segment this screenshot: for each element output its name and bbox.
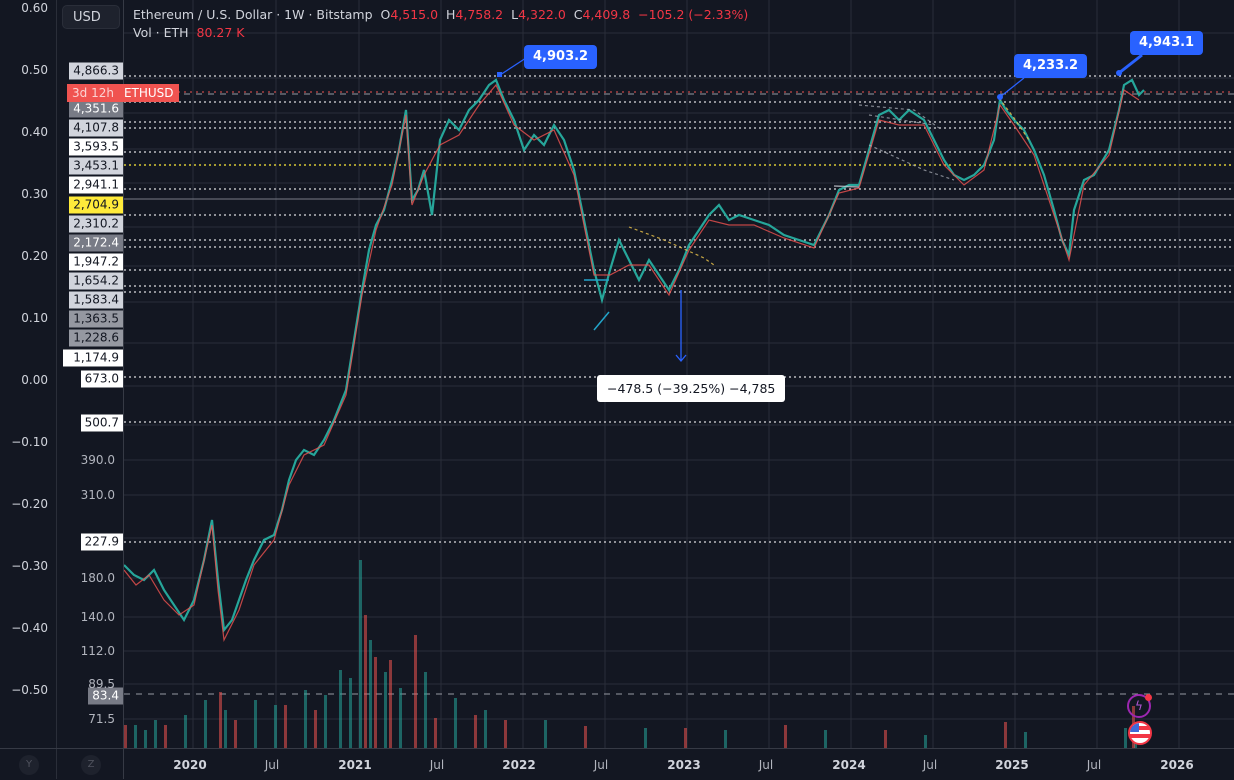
volume-label[interactable]: Vol · ETH	[133, 25, 189, 40]
level-label: 3,593.5	[69, 138, 123, 156]
time-label: 2020	[173, 758, 207, 772]
candlestick-chart	[123, 0, 1234, 748]
price-tick: 180.0	[80, 571, 115, 585]
ohlc-open: 4,515.0	[390, 7, 439, 22]
level-label: 673.0	[80, 370, 123, 388]
ohlc-low-label: L	[511, 7, 519, 22]
price-tick: 89.5	[88, 677, 115, 691]
time-axis[interactable]: 2020 Jul 2021 Jul 2022 Jul 2023 Jul 2024…	[124, 748, 1234, 780]
level-label: 1,654.2	[69, 272, 123, 290]
price-tick: 112.0	[80, 644, 115, 658]
notification-dot-icon	[1145, 694, 1152, 701]
level-label: 1,228.6	[69, 329, 123, 347]
callout-label[interactable]: 4,233.2	[1014, 54, 1088, 78]
price-axis[interactable]: 4,866.3 4,351.6 4,107.8 3,593.5 3,453.1 …	[57, 0, 123, 748]
time-label: 2021	[338, 758, 372, 772]
time-label: 2024	[832, 758, 866, 772]
axis-divider	[56, 0, 57, 779]
ohlc-change: −105.2 (−2.33%)	[638, 7, 749, 22]
pct-label: −0.10	[11, 435, 48, 449]
level-label: 4,866.3	[69, 62, 123, 80]
legend-symbol-row: Ethereum / U.S. Dollar · 1W · Bitstamp O…	[133, 6, 748, 24]
legend-volume-row: Vol · ETH 80.27 K	[133, 24, 748, 42]
ohlc-close-label: C	[573, 7, 583, 22]
level-label: 2,310.2	[69, 215, 123, 233]
level-label: 2,704.9	[69, 196, 123, 214]
ohlc-close: 4,409.8	[582, 7, 631, 22]
time-label: 2026	[1160, 758, 1194, 772]
pct-label: 0.10	[21, 311, 48, 325]
bottom-left-controls: Y Z	[0, 748, 124, 780]
pct-label: 0.30	[21, 187, 48, 201]
level-label: 3,453.1	[69, 157, 123, 175]
symbol-title[interactable]: Ethereum / U.S. Dollar · 1W · Bitstamp	[133, 7, 373, 22]
price-tick: 310.0	[80, 488, 115, 502]
chart-plot-area[interactable]	[123, 0, 1234, 748]
volume-value: 80.27 K	[196, 25, 245, 40]
pct-label: −0.40	[11, 621, 48, 635]
us-flag-icon[interactable]	[1128, 721, 1152, 745]
callout-label[interactable]: 4,903.2	[524, 45, 598, 69]
ohlc-open-label: O	[380, 7, 391, 22]
time-label: 2023	[667, 758, 701, 772]
level-label: 1,583.4	[69, 291, 123, 309]
pct-label: 0.50	[21, 63, 48, 77]
pct-label: −0.20	[11, 497, 48, 511]
level-label: 2,172.4	[69, 234, 123, 252]
chart-legend[interactable]: Ethereum / U.S. Dollar · 1W · Bitstamp O…	[133, 6, 748, 42]
percent-axis[interactable]: 0.60 0.50 0.40 0.30 0.20 0.10 0.00 −0.10…	[0, 0, 56, 748]
price-tick: 140.0	[80, 610, 115, 624]
time-label: Jul	[922, 758, 938, 772]
ohlc-high-label: H	[446, 7, 456, 22]
lightning-icon[interactable]: ϟ	[1127, 694, 1151, 718]
level-label: 1,363.5	[69, 310, 123, 328]
level-label: 227.9	[80, 533, 123, 551]
time-label: Jul	[1086, 758, 1102, 772]
time-label: Jul	[429, 758, 445, 772]
z-axis-toggle-button[interactable]: Z	[81, 755, 101, 775]
pct-label: 0.20	[21, 249, 48, 263]
bar-countdown: 3d 12h	[67, 84, 119, 102]
level-label: 1,947.2	[69, 253, 123, 271]
pct-label: −0.30	[11, 559, 48, 573]
time-label: Jul	[593, 758, 609, 772]
time-label: Jul	[264, 758, 280, 772]
ohlc-high: 4,758.2	[455, 7, 504, 22]
ohlc-low: 4,322.0	[518, 7, 566, 22]
currency-button[interactable]: USD	[62, 5, 120, 29]
level-label: 4,107.8	[69, 119, 123, 137]
price-tick: 71.5	[88, 712, 115, 726]
pct-label: 0.60	[21, 1, 48, 15]
time-label: Jul	[758, 758, 774, 772]
pct-label: 0.00	[21, 373, 48, 387]
level-label: 83.4	[88, 687, 123, 705]
pct-label: 0.40	[21, 125, 48, 139]
y-axis-toggle-button[interactable]: Y	[19, 755, 39, 775]
symbol-tag: ETHUSD	[123, 86, 174, 100]
level-label: 500.7	[80, 414, 123, 432]
current-price-tag: 3d 12h ETHUSD	[67, 84, 179, 102]
level-label: 4,351.6	[69, 100, 123, 118]
axis-divider	[123, 0, 124, 779]
callout-label[interactable]: 4,943.1	[1130, 31, 1204, 55]
time-label: 2025	[995, 758, 1029, 772]
price-tick: 390.0	[80, 453, 115, 467]
measure-label[interactable]: −478.5 (−39.25%) −4,785	[597, 375, 786, 402]
pct-label: −0.50	[11, 683, 48, 697]
level-label: 2,941.1	[69, 176, 123, 194]
level-label: 1,174.9	[63, 349, 123, 367]
time-label: 2022	[502, 758, 536, 772]
